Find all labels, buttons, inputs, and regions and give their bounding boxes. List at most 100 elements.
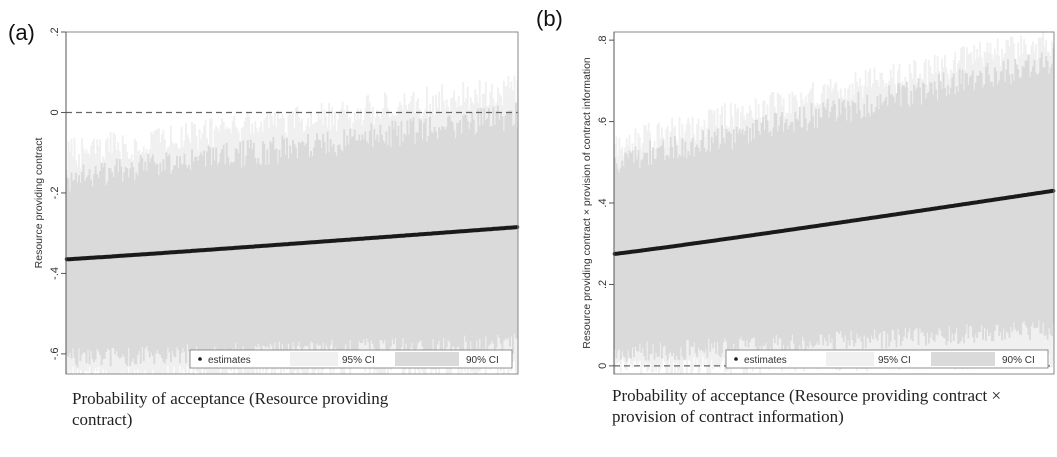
- ci90-bar: [430, 131, 433, 352]
- ci90-bar: [313, 147, 315, 350]
- ci90-bar: [493, 124, 496, 351]
- ci90-bar: [502, 130, 505, 341]
- ci90-bar: [856, 113, 858, 334]
- ci90-bar: [487, 108, 490, 346]
- y-axis-b: 0 .2 .4 .6 .8: [597, 32, 615, 374]
- ci90-bar: [481, 124, 484, 349]
- ci90-bar: [136, 175, 139, 356]
- ci90-bar: [902, 85, 905, 337]
- ci90-bar: [775, 113, 778, 335]
- legend-ci90-label: 90% CI: [466, 355, 499, 366]
- ci90-bar: [779, 116, 782, 339]
- ci90-bar: [713, 131, 716, 342]
- ci90-bar: [203, 150, 206, 363]
- ci90-bar: [293, 144, 296, 348]
- ci90-bar: [465, 115, 468, 342]
- ci90-bar: [197, 160, 199, 364]
- ci90-bar: [478, 126, 481, 339]
- ci90-bar: [444, 129, 447, 355]
- ci90-bar: [803, 107, 806, 341]
- ci90-bar: [715, 136, 718, 354]
- ci90-bar: [685, 158, 688, 341]
- ci90-bar: [649, 140, 652, 354]
- ci90-bar: [798, 106, 801, 345]
- ci90-bar: [120, 166, 123, 358]
- ci90-bar: [788, 125, 791, 352]
- ci90-bar: [432, 133, 435, 340]
- ci90-bar: [112, 176, 115, 348]
- ci90-bar: [704, 152, 707, 350]
- ci90-bar: [1014, 58, 1017, 330]
- ci90-bar: [680, 156, 682, 348]
- ci90-bar: [631, 150, 634, 348]
- legend-estimates-label: estimates: [744, 355, 787, 366]
- ci90-bar: [656, 148, 659, 357]
- ci90-bar: [66, 177, 68, 356]
- ci90-bar: [936, 100, 939, 336]
- ci90-bar: [1037, 73, 1040, 321]
- ci90-bar: [895, 93, 898, 348]
- ci90-bar: [186, 168, 189, 345]
- ci90-bar: [288, 145, 291, 355]
- y-tick-label: -.6: [49, 347, 61, 360]
- ci90-bar: [922, 82, 924, 332]
- ci90-bar: [213, 160, 216, 347]
- ci90-bar: [81, 172, 83, 355]
- ci90-bar: [182, 164, 184, 349]
- ci90-bar: [712, 143, 715, 349]
- ci90-bar: [475, 131, 478, 341]
- ci90-bar: [744, 130, 747, 347]
- ci90-bar: [838, 98, 841, 335]
- ci90-bar: [1030, 71, 1033, 327]
- ci90-bar: [816, 128, 819, 342]
- ci90-bar: [266, 149, 269, 347]
- ci90-bar: [718, 148, 720, 356]
- ci90-bar: [693, 156, 696, 343]
- ci90-bar: [441, 126, 444, 355]
- ci90-bar: [206, 151, 209, 355]
- ci90-bar: [983, 84, 986, 329]
- ci90-bar: [1042, 67, 1045, 323]
- ci90-bar: [677, 158, 679, 360]
- ci90-bar: [405, 135, 407, 344]
- ci90-bar: [728, 131, 731, 353]
- ci90-bar: [678, 154, 681, 361]
- ci90-bar: [281, 135, 284, 345]
- ci90-bar: [352, 136, 355, 354]
- panel-a-label: (a): [8, 20, 35, 45]
- ci90-bar: [234, 148, 237, 343]
- ci90-bar: [323, 141, 326, 358]
- ci90-bar: [627, 158, 630, 351]
- ci90-bar: [496, 105, 499, 335]
- y-axis-label-a: Resource providing contract: [33, 138, 45, 269]
- ci90-bar: [768, 132, 770, 354]
- ci90-bar: [1020, 76, 1023, 336]
- ci90-bar: [725, 128, 728, 342]
- ci90-bar: [341, 151, 344, 354]
- ci90-bar: [647, 164, 650, 361]
- ci90-bar: [302, 142, 305, 348]
- ci90-bar: [514, 102, 517, 339]
- ci90-bar: [941, 89, 943, 336]
- ci90-bar: [516, 127, 519, 339]
- ci90-bar: [397, 125, 400, 352]
- ci90-bar: [1008, 74, 1011, 338]
- ci90-bar: [949, 87, 952, 343]
- ci90-bar: [944, 87, 946, 339]
- ci90-bar: [756, 119, 759, 356]
- ci90-bar: [765, 114, 767, 344]
- ci90-bar: [848, 105, 851, 346]
- y-tick-label: .6: [597, 117, 609, 126]
- ci90-bar: [897, 84, 899, 330]
- ci90-bar: [697, 147, 700, 348]
- ci90-bar: [258, 163, 261, 347]
- ci90-bar: [812, 116, 814, 348]
- ci90-bar: [616, 169, 619, 351]
- ci90-bar: [869, 116, 872, 343]
- ci90-bar: [239, 141, 242, 360]
- y-tick-label: 0: [597, 363, 609, 369]
- ci90-bar: [135, 172, 138, 365]
- ci90-bar: [900, 106, 902, 346]
- ci90-bar: [105, 184, 108, 352]
- ci90-bar: [88, 168, 91, 365]
